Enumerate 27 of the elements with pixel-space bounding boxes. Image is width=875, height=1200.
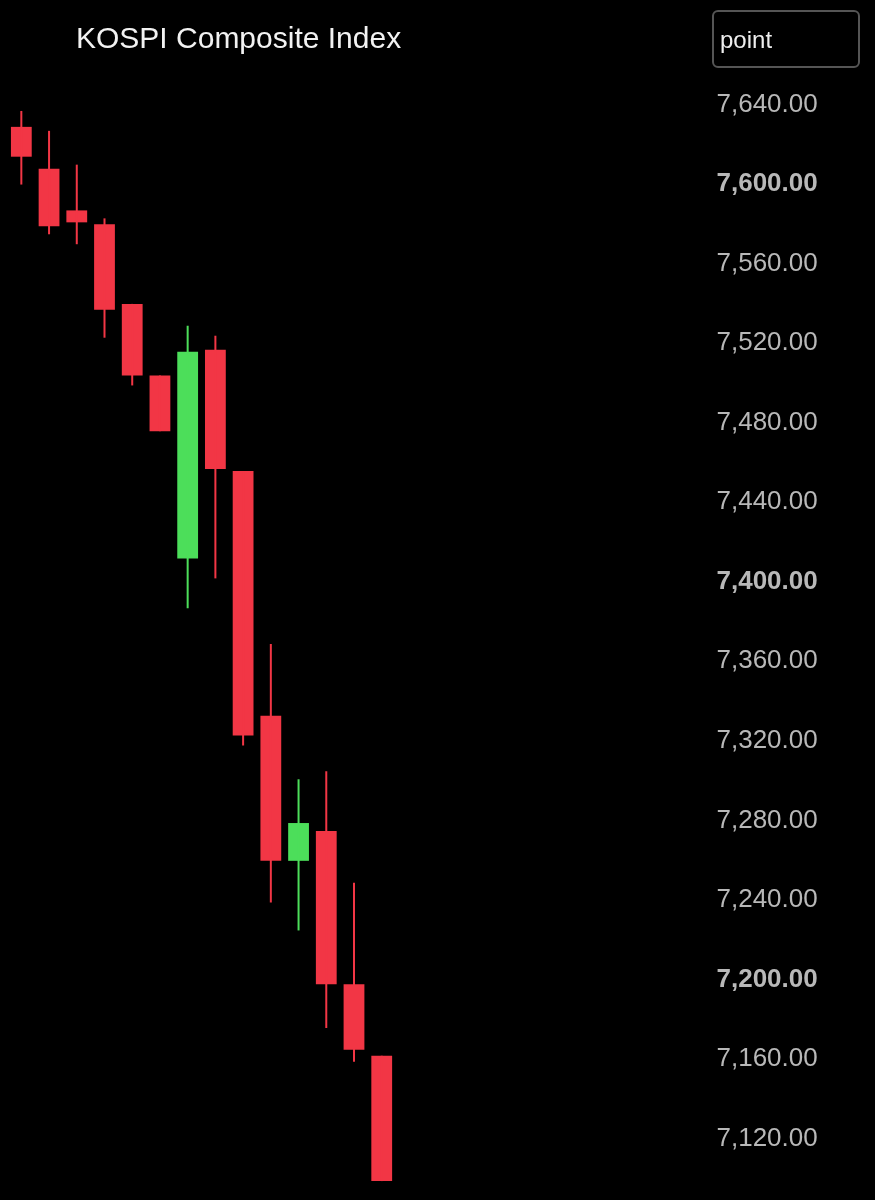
y-tick-label: 7,360.00 <box>716 644 818 675</box>
candlestick <box>232 469 254 747</box>
candlestick <box>10 109 32 186</box>
candlestick <box>315 770 337 1029</box>
y-tick-label: 7,280.00 <box>716 803 818 834</box>
candlestick <box>204 334 226 580</box>
chart-title: KOSPI Composite Index <box>76 21 402 54</box>
dropdown-field: point <box>712 10 860 68</box>
y-tick-label: 7,320.00 <box>716 724 818 754</box>
y-tick-label: 7,440.00 <box>716 485 818 516</box>
y-tick-label: 7,600.00 <box>716 167 818 198</box>
y-tick-label: 7,200.00 <box>716 962 818 993</box>
candlestick <box>66 163 88 246</box>
y-tick-label: 7,400.00 <box>716 564 818 595</box>
y-tick-label: 7,160.00 <box>716 1042 818 1073</box>
y-tick-label: 7,240.00 <box>716 883 818 914</box>
candlestick <box>288 778 309 932</box>
candlestick <box>94 217 115 339</box>
candlestick <box>371 1054 393 1183</box>
y-tick-label: 7,560.00 <box>716 246 818 277</box>
candlestick <box>177 324 199 610</box>
y-tick-label: 7,480.00 <box>716 405 818 436</box>
y-tick-label: 7,520.00 <box>716 326 818 357</box>
y-tick-label: 7,640.00 <box>716 87 818 118</box>
candlestick <box>121 302 143 387</box>
y-tick-label: 7,120.00 <box>716 1121 818 1152</box>
candlestick <box>260 643 282 904</box>
